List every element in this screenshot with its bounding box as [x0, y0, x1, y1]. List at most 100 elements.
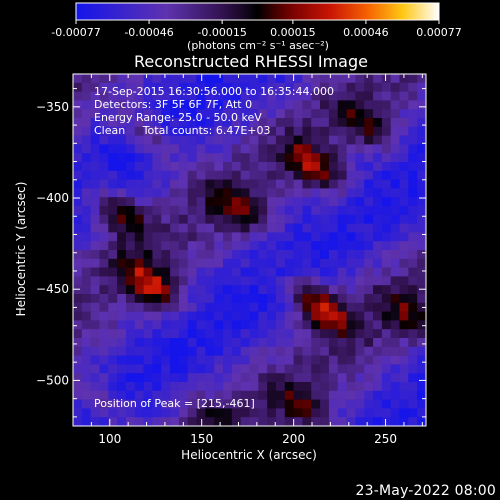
heatmap-cell	[417, 82, 427, 92]
heatmap-cell	[81, 135, 91, 145]
heatmap-cell	[364, 100, 374, 110]
heatmap-cell	[99, 294, 109, 304]
heatmap-cell	[302, 170, 312, 180]
heatmap-cell	[161, 144, 171, 154]
heatmap-cell	[231, 285, 241, 295]
heatmap-cell	[337, 250, 347, 260]
heatmap-cell	[346, 153, 356, 163]
heatmap-cell	[302, 285, 312, 295]
heatmap-cell	[205, 109, 215, 119]
heatmap-cell	[161, 276, 171, 286]
heatmap-cell	[73, 109, 83, 119]
heatmap-cell	[99, 100, 109, 110]
heatmap-cell	[320, 355, 330, 365]
heatmap-cell	[117, 109, 127, 119]
heatmap-cell	[258, 320, 268, 330]
heatmap-cell	[355, 320, 365, 330]
heatmap-cell	[408, 100, 418, 110]
heatmap-cell	[311, 188, 321, 198]
heatmap-cell	[320, 109, 330, 119]
heatmap-cell	[73, 285, 83, 295]
heatmap-cell	[240, 364, 250, 374]
heatmap-cell	[170, 390, 180, 400]
heatmap-cell	[258, 258, 268, 268]
heatmap-cell	[170, 82, 180, 92]
heatmap-cell	[293, 223, 303, 233]
heatmap-cell	[302, 373, 312, 383]
heatmap-cell	[187, 320, 197, 330]
heatmap-cell	[381, 329, 392, 339]
heatmap-cell	[275, 144, 286, 154]
heatmap-cell	[355, 74, 365, 84]
heatmap-cell	[249, 320, 259, 330]
heatmap-cell	[320, 232, 330, 242]
heatmap-cell	[125, 267, 136, 277]
heatmap-cell	[205, 144, 215, 154]
heatmap-cell	[417, 126, 427, 136]
heatmap-cell	[117, 250, 127, 260]
heatmap-cell	[223, 267, 233, 277]
heatmap-cell	[346, 100, 356, 110]
heatmap-cell	[373, 188, 383, 198]
heatmap-cell	[346, 82, 356, 92]
heatmap-cell	[417, 153, 427, 163]
heatmap-cell	[258, 276, 268, 286]
heatmap-cell	[390, 144, 400, 154]
heatmap-cell	[293, 162, 303, 172]
heatmap-cell	[328, 285, 339, 295]
heatmap-cell	[381, 390, 392, 400]
heatmap-cell	[417, 109, 427, 119]
heatmap-cell	[134, 329, 144, 339]
heatmap-cell	[249, 162, 259, 172]
heatmap-cell	[125, 329, 136, 339]
heatmap-cell	[284, 267, 294, 277]
heatmap-cell	[293, 294, 303, 304]
heatmap-cell	[223, 170, 233, 180]
heatmap-cell	[293, 276, 303, 286]
heatmap-cell	[214, 232, 224, 242]
heatmap-cell	[134, 100, 144, 110]
heatmap-cell	[311, 170, 321, 180]
heatmap-cell	[364, 206, 374, 216]
heatmap-cell	[161, 188, 171, 198]
heatmap-cell	[381, 346, 392, 356]
heatmap-cell	[381, 153, 392, 163]
heatmap-cell	[267, 214, 277, 224]
heatmap-cell	[152, 408, 162, 418]
heatmap-cell	[373, 223, 383, 233]
heatmap-cell	[408, 153, 418, 163]
heatmap-cell	[231, 206, 241, 216]
heatmap-cell	[302, 250, 312, 260]
heatmap-cell	[143, 91, 153, 101]
heatmap-cell	[364, 170, 374, 180]
heatmap-cell	[373, 346, 383, 356]
heatmap-image	[73, 74, 427, 427]
heatmap-cell	[223, 302, 233, 312]
heatmap-cell	[293, 417, 303, 427]
heatmap-cell	[275, 153, 286, 163]
heatmap-cell	[240, 417, 250, 427]
heatmap-cell	[355, 250, 365, 260]
heatmap-cell	[417, 267, 427, 277]
heatmap-cell	[152, 364, 162, 374]
heatmap-cell	[125, 408, 136, 418]
heatmap-cell	[328, 74, 339, 84]
heatmap-cell	[170, 258, 180, 268]
heatmap-cell	[337, 355, 347, 365]
heatmap-cell	[328, 188, 339, 198]
heatmap-cell	[408, 179, 418, 189]
heatmap-cell	[73, 250, 83, 260]
heatmap-cell	[328, 294, 339, 304]
heatmap-cell	[161, 126, 171, 136]
heatmap-cell	[108, 91, 118, 101]
heatmap-cell	[417, 206, 427, 216]
heatmap-cell	[125, 276, 136, 286]
heatmap-cell	[399, 364, 409, 374]
heatmap-cell	[381, 258, 392, 268]
heatmap-cell	[258, 241, 268, 251]
heatmap-cell	[81, 153, 91, 163]
heatmap-cell	[134, 355, 144, 365]
heatmap-cell	[170, 162, 180, 172]
heatmap-cell	[81, 100, 91, 110]
heatmap-cell	[364, 373, 374, 383]
